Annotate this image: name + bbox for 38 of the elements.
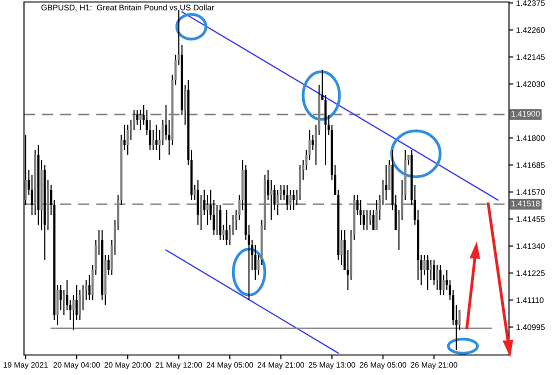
candlestick	[289, 189, 292, 211]
candlestick	[442, 274, 445, 296]
candlestick	[286, 184, 288, 211]
ref-line-label: 1.41900	[512, 110, 540, 117]
y-tick-label: 1.42260	[516, 27, 545, 33]
chart-title: GBPUSD, H1: Great Britain Pound vs US Dollar	[41, 4, 214, 12]
y-tick-label: 1.41455	[516, 216, 545, 222]
candlestick	[372, 210, 375, 231]
candlestick	[439, 264, 442, 296]
y-tick-label: 1.41225	[516, 270, 545, 276]
candlestick	[226, 210, 228, 246]
candlestick	[152, 129, 154, 151]
y-tick-label: 1.41800	[516, 135, 545, 141]
y-tick-label: 1.42030	[516, 81, 545, 87]
candlestick	[430, 259, 432, 281]
candlestick	[216, 204, 218, 236]
candlestick	[432, 259, 436, 286]
candlestick	[292, 189, 295, 211]
candlestick	[312, 134, 314, 151]
y-tick-label: 1.42145	[516, 54, 545, 60]
candlestick	[30, 174, 34, 216]
y-tick-label: 1.41570	[516, 189, 545, 196]
y-tick-label: 1.41340	[516, 243, 545, 250]
y-tick-label: 1.41110	[516, 297, 544, 304]
candlestick	[385, 164, 388, 201]
y-tick-label: 1.41685	[516, 162, 545, 168]
candlestick	[436, 264, 438, 290]
candlestick	[136, 109, 138, 126]
candlestick	[360, 199, 362, 226]
candlestick	[366, 210, 368, 231]
candlestick	[126, 124, 129, 156]
candlestick	[60, 284, 62, 311]
candlestick	[62, 289, 65, 316]
candlestick	[78, 289, 81, 321]
candlestick	[426, 254, 429, 290]
y-tick-label: 1.42375	[516, 0, 545, 6]
y-tick-label: 1.40995	[516, 324, 545, 330]
ref-line-label: 1.41518	[512, 200, 540, 206]
